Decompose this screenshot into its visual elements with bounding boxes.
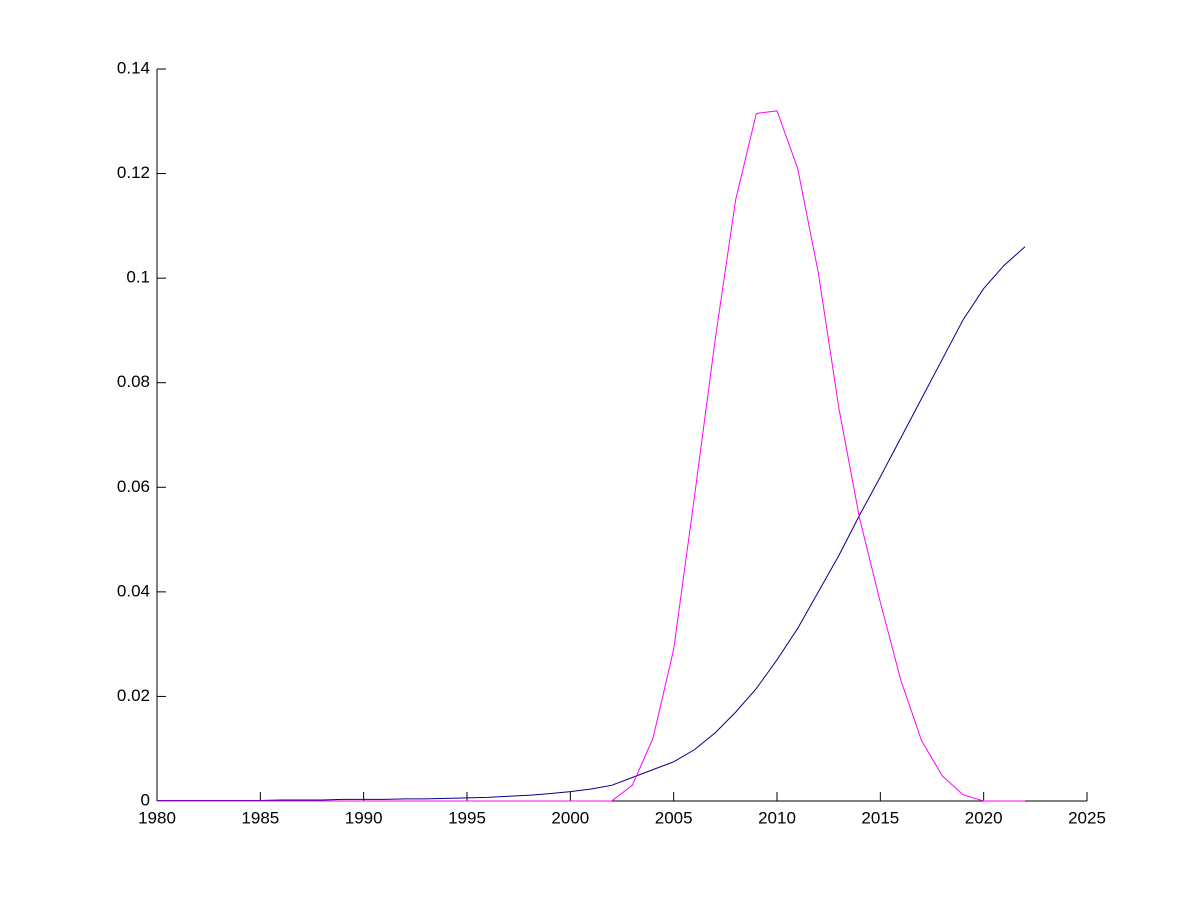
x-tick-label: 2005 [655, 808, 693, 827]
x-tick-label: 2010 [758, 808, 796, 827]
line-series [157, 110, 1025, 802]
x-tick-label: 1980 [138, 808, 176, 827]
y-tick-label: 0.08 [117, 372, 150, 391]
x-tick-label: 1990 [345, 808, 383, 827]
line-series [157, 246, 1026, 801]
y-tick-label: 0.1 [126, 268, 150, 287]
x-tick-label: 1985 [241, 808, 279, 827]
y-tick-label: 0.06 [117, 477, 150, 496]
y-tick-label: 0.14 [117, 58, 150, 77]
x-tick-label: 2025 [1068, 808, 1106, 827]
x-tick-label: 2000 [551, 808, 589, 827]
y-tick-label: 0.02 [117, 686, 150, 705]
x-tick-label: 2015 [861, 808, 899, 827]
y-tick-label: 0.12 [117, 163, 150, 182]
y-tick-label: 0.04 [117, 581, 150, 600]
y-tick-label: 0 [141, 790, 150, 809]
x-tick-label: 2020 [965, 808, 1003, 827]
x-tick-label: 1995 [448, 808, 486, 827]
